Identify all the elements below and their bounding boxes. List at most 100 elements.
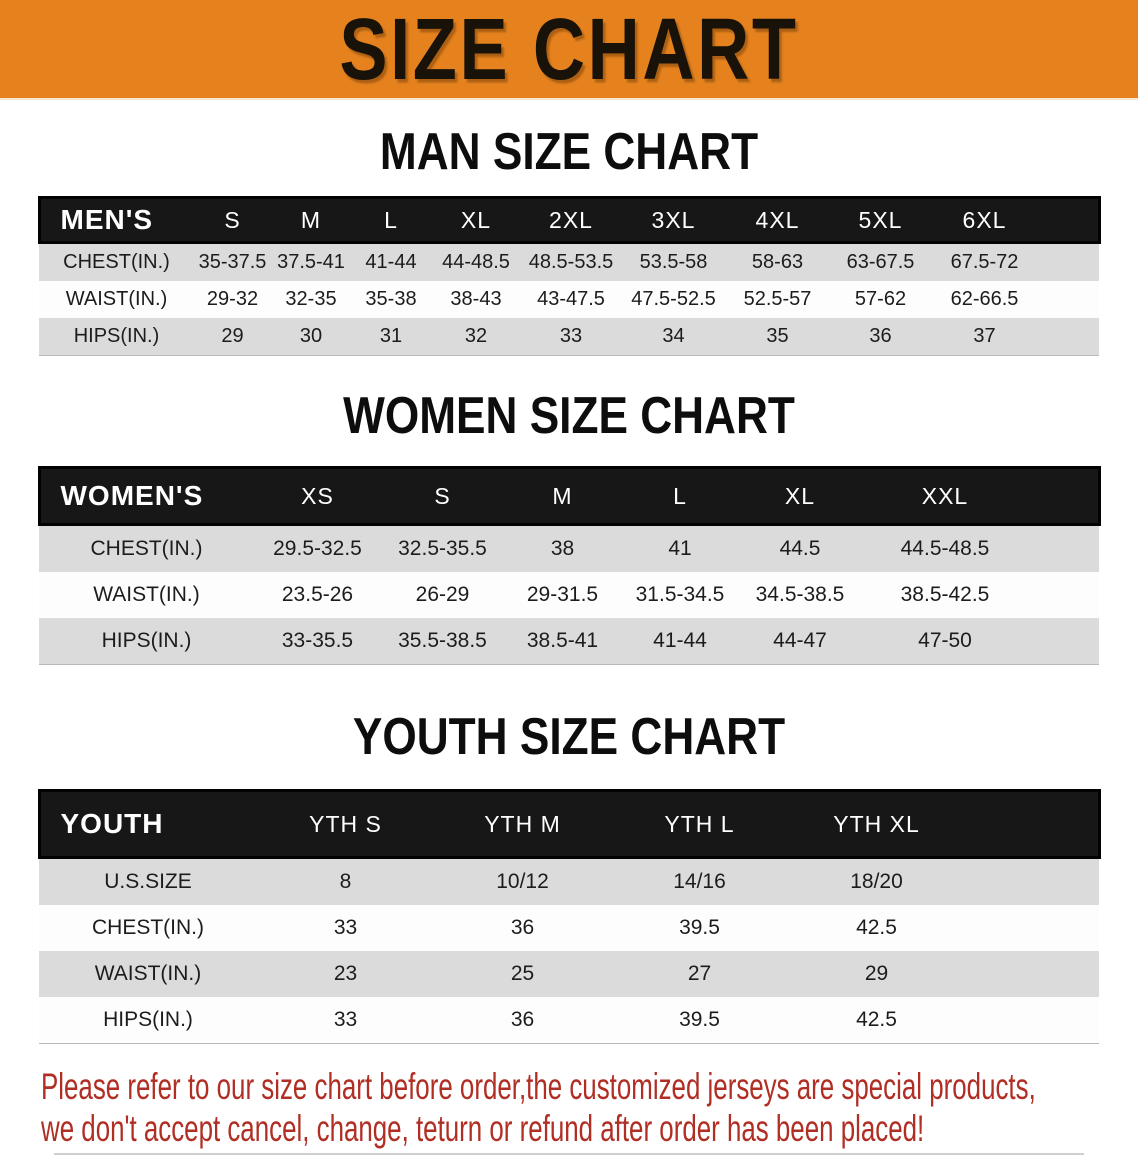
spacer-cell — [965, 997, 1099, 1044]
size-value-cell: 33 — [333, 916, 358, 939]
size-column-header: M — [504, 466, 621, 526]
size-value-cell: 38-43 — [450, 288, 502, 310]
table-row: HIPS(IN.) 29 30 31 32 33 34 35 36 37 — [39, 318, 1099, 356]
size-value-cell: 33 — [333, 1008, 358, 1031]
size-value-cell: 41-44 — [653, 629, 707, 652]
size-column-header: YTH S — [257, 789, 434, 859]
size-column-header: 4XL — [726, 196, 829, 244]
size-column-header: YTH L — [611, 789, 788, 859]
size-column-header: 2XL — [521, 196, 621, 244]
size-value-cell: 32 — [464, 325, 488, 347]
size-value-cell: 38.5-41 — [526, 629, 599, 652]
size-value-cell: 41 — [621, 523, 739, 572]
youth-size-section: YOUTH SIZE CHART YOUTH YTH S YTH M YTH L YTH… — [0, 665, 1138, 1044]
spacer-cell — [965, 951, 1099, 997]
notice-line-2: we don't accept cancel, change, teturn o… — [41, 1108, 925, 1149]
table-row: WAIST(IN.) 23 25 27 29 — [39, 951, 1099, 997]
size-value-cell: 27 — [687, 962, 712, 985]
size-value-cell: 44-47 — [773, 629, 827, 652]
size-value-cell: 29 — [864, 962, 889, 985]
youth-size-table: YOUTH YTH S YTH M YTH L YTH XL U.S.SIZE 8 10/12… — [37, 789, 1101, 1044]
spacer-cell — [1029, 618, 1099, 665]
size-value-cell: 39.5 — [679, 1008, 720, 1031]
womens-size-table: WOMEN'S XS S M L XL XXL CHEST(IN.) 29.5-32.5 32.5… — [37, 466, 1101, 665]
spacer-cell — [965, 789, 1101, 859]
men-size-table-container: MEN'S S M L XL 2XL 3XL 4XL 5XL 6XL CHEST(IN.) 35-37… — [0, 196, 1138, 356]
youth-section-heading: YOUTH SIZE CHART — [352, 708, 786, 766]
size-value-cell: 44.5 — [739, 523, 861, 572]
spacer-cell — [1037, 281, 1099, 318]
size-value-cell: 47.5-52.5 — [631, 288, 716, 310]
size-column-header: 6XL — [932, 196, 1037, 244]
table-corner-label: MEN'S — [37, 196, 194, 244]
size-value-cell: 48.5-53.5 — [521, 241, 621, 281]
table-row: HIPS(IN.) 33-35.5 35.5-38.5 38.5-41 41-44 44-… — [39, 618, 1099, 665]
size-value-cell: 44-48.5 — [431, 241, 521, 281]
table-row: CHEST(IN.) 33 36 39.5 42.5 — [39, 905, 1099, 951]
size-value-cell: 35-38 — [365, 288, 417, 310]
size-value-cell: 53.5-58 — [621, 241, 726, 281]
women-size-table-container: WOMEN'S XS S M L XL XXL CHEST(IN.) 29.5-32.5 32.5… — [0, 466, 1138, 665]
table-corner-label: YOUTH — [37, 789, 257, 859]
page-title: SIZE CHART — [339, 0, 799, 98]
men-size-section: MAN SIZE CHART MEN'S S M L XL 2XL 3XL 4XL 5XL 6XL… — [0, 100, 1138, 356]
youth-size-table-container: YOUTH YTH S YTH M YTH L YTH XL U.S.SIZE 8 10/12… — [0, 789, 1138, 1044]
spacer-cell — [965, 856, 1099, 905]
size-value-cell: 32.5-35.5 — [381, 523, 504, 572]
size-value-cell: 29 — [221, 325, 244, 347]
men-section-heading: MAN SIZE CHART — [379, 123, 759, 181]
size-value-cell: 29.5-32.5 — [254, 523, 381, 572]
table-header-row: MEN'S S M L XL 2XL 3XL 4XL 5XL 6XL — [37, 196, 1101, 244]
row-label: HIPS(IN.) — [73, 325, 160, 347]
size-column-header: 5XL — [829, 196, 932, 244]
spacer-cell — [965, 905, 1099, 951]
spacer-cell — [1037, 196, 1101, 244]
size-value-cell: 42.5 — [856, 1008, 897, 1031]
spacer-cell — [1029, 572, 1099, 618]
size-value-cell: 10/12 — [434, 856, 611, 905]
size-value-cell: 38.5-42.5 — [900, 583, 990, 606]
size-value-cell: 34 — [662, 325, 685, 347]
spacer-cell — [1029, 523, 1099, 572]
table-row: CHEST(IN.) 35-37.5 37.5-41 41-44 44-48.5 48.5… — [39, 241, 1099, 281]
row-label: CHEST(IN.) — [92, 916, 204, 939]
table-row: WAIST(IN.) 29-32 32-35 35-38 38-43 43-47.5 47.… — [39, 281, 1099, 318]
size-column-header: YTH XL — [788, 789, 965, 859]
size-value-cell: 37.5-41 — [271, 241, 351, 281]
size-value-cell: 33 — [559, 325, 583, 347]
row-label: WAIST(IN.) — [65, 288, 168, 310]
table-corner-label: WOMEN'S — [37, 466, 254, 526]
row-label: HIPS(IN.) — [103, 1008, 193, 1031]
size-column-header: L — [621, 466, 739, 526]
size-column-header: L — [351, 196, 431, 244]
size-column-header: M — [271, 196, 351, 244]
size-value-cell: 35.5-38.5 — [398, 629, 487, 652]
size-value-cell: 35-37.5 — [194, 241, 271, 281]
table-row: WAIST(IN.) 23.5-26 26-29 29-31.5 31.5-34.5 34… — [39, 572, 1099, 618]
size-column-header: S — [381, 466, 504, 526]
size-column-header: YTH M — [434, 789, 611, 859]
notice-line-1: Please refer to our size chart before or… — [41, 1066, 1036, 1107]
row-label: U.S.SIZE — [39, 856, 257, 905]
size-value-cell: 32-35 — [285, 288, 337, 310]
spacer-cell — [1037, 318, 1099, 356]
size-value-cell: 18/20 — [788, 856, 965, 905]
size-value-cell: 29-32 — [206, 288, 259, 310]
women-section-heading: WOMEN SIZE CHART — [343, 387, 795, 445]
size-value-cell: 25 — [510, 962, 535, 985]
size-value-cell: 23.5-26 — [281, 583, 354, 606]
table-row: CHEST(IN.) 29.5-32.5 32.5-35.5 38 41 44.5 44.5… — [39, 523, 1099, 572]
size-value-cell: 37 — [973, 325, 996, 347]
row-label: WAIST(IN.) — [94, 962, 202, 985]
women-size-section: WOMEN SIZE CHART WOMEN'S XS S M L XL XXL CHEST(… — [0, 356, 1138, 665]
size-value-cell: 33-35.5 — [281, 629, 354, 652]
size-value-cell: 52.5-57 — [743, 288, 812, 310]
row-label: HIPS(IN.) — [101, 629, 192, 652]
size-column-header: S — [194, 196, 271, 244]
size-value-cell: 43-47.5 — [537, 288, 605, 310]
size-value-cell: 47-50 — [918, 629, 972, 652]
table-row: HIPS(IN.) 33 36 39.5 42.5 — [39, 997, 1099, 1044]
size-value-cell: 30 — [299, 325, 323, 347]
size-value-cell: 31 — [379, 325, 403, 347]
row-label: CHEST(IN.) — [39, 241, 194, 281]
